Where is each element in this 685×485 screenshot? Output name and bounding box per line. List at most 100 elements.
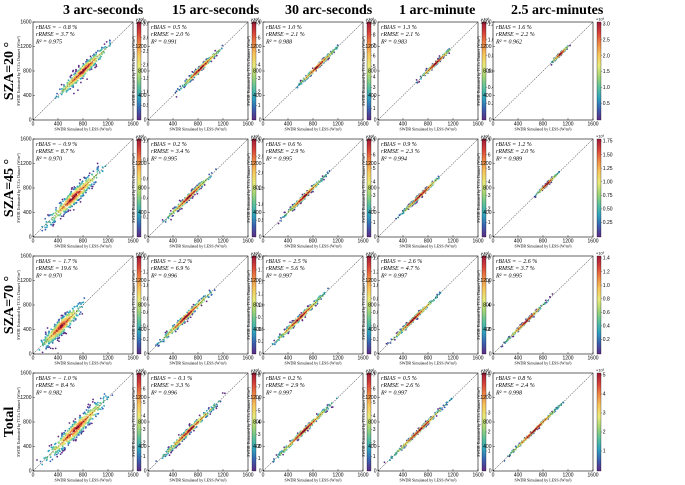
one-to-one-line [148,139,248,237]
data-point [46,344,49,347]
data-point [314,304,317,307]
stat-rbias: rBIAS = 1.2 % [496,142,532,148]
colorbar-exponent: ×10³ [251,17,260,22]
data-point [49,347,52,350]
x-tick-label: 1600 [127,239,138,245]
one-to-one-line [493,22,593,120]
x-axis-label: SWDR Simulated by LESS (W/m²) [170,361,228,366]
data-point [67,79,70,82]
data-point [210,293,213,296]
x-tick-label: 1600 [127,356,138,362]
colorbar-exponent: ×10³ [481,17,490,22]
data-point [101,46,103,49]
data-point [207,295,209,298]
colorbar-tick-label: 6 [373,53,376,59]
x-tick-label: 400 [169,239,178,245]
colorbar-tick-label: 2 [373,207,376,213]
data-point [86,78,89,81]
data-point [405,321,408,324]
data-point [109,40,111,42]
x-tick-label: 1200 [332,356,343,362]
data-point [97,169,100,172]
data-point [79,183,82,186]
data-point [62,328,65,331]
x-tick-label: 400 [399,122,408,128]
colorbar-tick-label: 5 [488,166,491,172]
data-point [69,76,72,79]
y-tick-label: 400 [253,93,262,99]
stat-r2: R² = 0.970 [35,156,62,162]
y-tick-label: 0 [259,118,262,124]
data-point [70,320,72,322]
colorbar-tick-label: 0.2 [488,101,495,107]
data-point [80,81,82,84]
y-axis-label: SWDR Estimated by TCCs Dataset (W/m²) [246,35,251,105]
colorbar-tick-label: 3.0 [603,22,610,28]
y-tick-label: 1200 [135,161,146,167]
data-point [97,58,100,61]
y-tick-label: 800 [138,69,147,75]
colorbar-tick-label: 2 [258,90,261,96]
y-tick-label: 1200 [250,161,261,167]
data-point [78,313,81,315]
colorbar-tick-label: 0.75 [603,193,613,199]
colorbar [251,21,257,121]
x-tick-label: 1600 [587,122,598,128]
y-axis-label: SWDR Estimated by TCCs Dataset (W/m²) [361,152,366,222]
data-point [58,340,60,343]
x-tick-label: 1200 [447,122,458,128]
colorbar-tick-label: 0.6 [488,69,495,75]
data-point [54,211,57,214]
x-tick-label: 1200 [217,239,228,245]
data-point [203,184,206,186]
data-point [181,84,184,87]
data-point [52,329,55,332]
data-point [92,170,95,173]
x-axis-label: SWDR Simulated by LESS (W/m²) [170,244,228,249]
x-tick-label: 1200 [102,356,113,362]
data-point [200,187,202,190]
data-point [91,173,94,176]
data-point [53,219,56,221]
y-tick-label: 800 [253,69,262,75]
data-point [159,338,161,341]
x-tick-label: 1600 [472,122,483,128]
data-point [176,88,179,90]
x-tick-label: 0 [262,122,265,128]
colorbar-tick-label: 1 [258,103,261,109]
colorbar [366,138,372,238]
one-to-one-line [378,139,478,237]
colorbar-tick-label: 1 [488,220,491,226]
data-point [79,311,82,314]
colorbar-tick-label: 0.2 [143,215,150,221]
y-tick-label: 1600 [20,20,31,26]
data-point [318,180,320,183]
one-to-one-line [148,22,248,120]
data-point [193,193,196,196]
data-point [103,47,105,49]
data-point [79,68,81,71]
data-point [60,83,63,86]
x-tick-label: 0 [262,239,265,245]
data-point [192,303,195,306]
colorbar-tick-label: 1 [373,220,376,226]
data-point [69,326,72,329]
data-point [62,332,65,335]
colorbar-tick-label: 3 [258,76,261,82]
data-point [201,185,204,188]
data-point [70,311,73,314]
colorbar-tick-label: 8 [488,256,491,262]
x-axis-label: SWDR Simulated by LESS (W/m²) [55,244,113,249]
data-point [174,91,177,94]
colorbar-tick-label: 3 [373,193,376,199]
y-tick-label: 1600 [480,20,491,26]
data-point [95,65,98,68]
data-point [185,201,188,204]
colorbar-tick-label: 0.4 [373,324,380,330]
y-tick-label: 400 [23,327,32,333]
data-point [95,51,98,54]
data-point [291,320,294,322]
